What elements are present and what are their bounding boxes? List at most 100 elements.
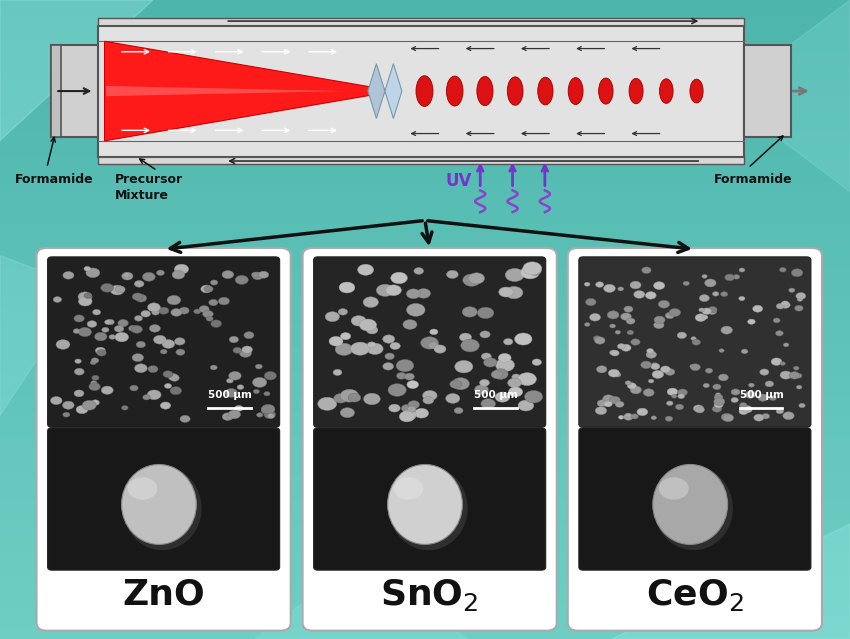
Ellipse shape (733, 275, 740, 279)
Ellipse shape (460, 333, 472, 341)
Ellipse shape (480, 331, 490, 338)
Ellipse shape (63, 401, 74, 409)
Ellipse shape (90, 360, 96, 365)
Ellipse shape (74, 368, 84, 375)
Ellipse shape (653, 465, 728, 544)
Ellipse shape (167, 295, 181, 305)
Ellipse shape (607, 311, 619, 319)
Ellipse shape (335, 343, 353, 355)
Bar (0, 562, 850, 575)
FancyBboxPatch shape (579, 428, 811, 570)
Ellipse shape (586, 298, 596, 305)
Ellipse shape (643, 389, 654, 396)
Bar (0, 26, 850, 38)
Ellipse shape (585, 323, 590, 327)
Ellipse shape (199, 305, 209, 312)
FancyBboxPatch shape (579, 257, 811, 427)
Bar (0, 307, 850, 320)
Ellipse shape (382, 335, 394, 343)
Ellipse shape (78, 296, 92, 306)
Ellipse shape (654, 321, 664, 328)
Ellipse shape (714, 397, 725, 405)
Ellipse shape (705, 279, 716, 287)
Ellipse shape (722, 414, 734, 422)
Ellipse shape (625, 413, 632, 417)
Bar (0, 38, 850, 51)
Bar (98, 18, 744, 27)
Ellipse shape (152, 310, 159, 315)
Ellipse shape (91, 381, 97, 385)
Ellipse shape (388, 383, 406, 396)
Ellipse shape (264, 392, 270, 396)
Ellipse shape (164, 383, 172, 389)
Ellipse shape (637, 408, 648, 416)
Ellipse shape (731, 389, 740, 395)
Ellipse shape (677, 389, 688, 396)
Ellipse shape (617, 344, 625, 349)
Ellipse shape (524, 390, 542, 403)
Ellipse shape (479, 380, 490, 386)
Bar (0, 153, 850, 166)
Ellipse shape (523, 262, 541, 275)
Bar (98, 26, 744, 157)
Bar (0, 141, 850, 153)
Ellipse shape (584, 282, 590, 286)
Ellipse shape (789, 288, 795, 293)
Ellipse shape (532, 359, 541, 366)
Ellipse shape (339, 282, 354, 293)
Ellipse shape (93, 309, 100, 315)
Ellipse shape (739, 268, 745, 272)
Bar (0, 115, 850, 128)
Ellipse shape (712, 291, 719, 296)
FancyBboxPatch shape (568, 248, 822, 631)
Ellipse shape (73, 328, 80, 334)
Ellipse shape (180, 415, 190, 422)
Ellipse shape (631, 339, 640, 345)
Ellipse shape (348, 393, 360, 402)
Ellipse shape (74, 390, 84, 397)
Bar (0, 0, 850, 13)
Ellipse shape (615, 373, 621, 377)
Ellipse shape (156, 270, 164, 275)
Ellipse shape (621, 344, 631, 351)
Ellipse shape (123, 273, 130, 277)
Ellipse shape (499, 287, 513, 297)
Ellipse shape (171, 309, 182, 316)
Ellipse shape (421, 337, 439, 349)
Ellipse shape (780, 302, 791, 308)
Ellipse shape (154, 335, 167, 344)
Ellipse shape (416, 75, 433, 106)
Ellipse shape (237, 385, 244, 389)
Ellipse shape (626, 318, 635, 324)
Ellipse shape (650, 363, 660, 369)
Ellipse shape (396, 360, 414, 372)
Ellipse shape (89, 383, 100, 390)
Ellipse shape (218, 297, 230, 305)
Ellipse shape (134, 364, 147, 373)
Ellipse shape (143, 272, 156, 281)
Ellipse shape (97, 350, 106, 356)
Ellipse shape (694, 405, 704, 412)
Bar (0, 256, 850, 268)
Ellipse shape (695, 314, 706, 321)
Ellipse shape (677, 394, 684, 399)
Ellipse shape (222, 270, 234, 279)
Ellipse shape (174, 338, 185, 345)
Ellipse shape (211, 280, 218, 285)
Ellipse shape (364, 393, 380, 404)
Ellipse shape (474, 385, 489, 394)
Ellipse shape (739, 296, 745, 301)
Ellipse shape (760, 369, 769, 375)
Ellipse shape (233, 347, 241, 353)
Ellipse shape (101, 284, 114, 292)
Ellipse shape (779, 268, 786, 272)
Ellipse shape (799, 403, 805, 408)
Ellipse shape (665, 369, 675, 375)
Ellipse shape (611, 350, 619, 356)
Ellipse shape (391, 272, 407, 284)
Ellipse shape (201, 285, 212, 293)
Ellipse shape (382, 362, 394, 370)
Ellipse shape (645, 291, 656, 299)
Ellipse shape (258, 271, 269, 278)
Ellipse shape (780, 371, 791, 379)
